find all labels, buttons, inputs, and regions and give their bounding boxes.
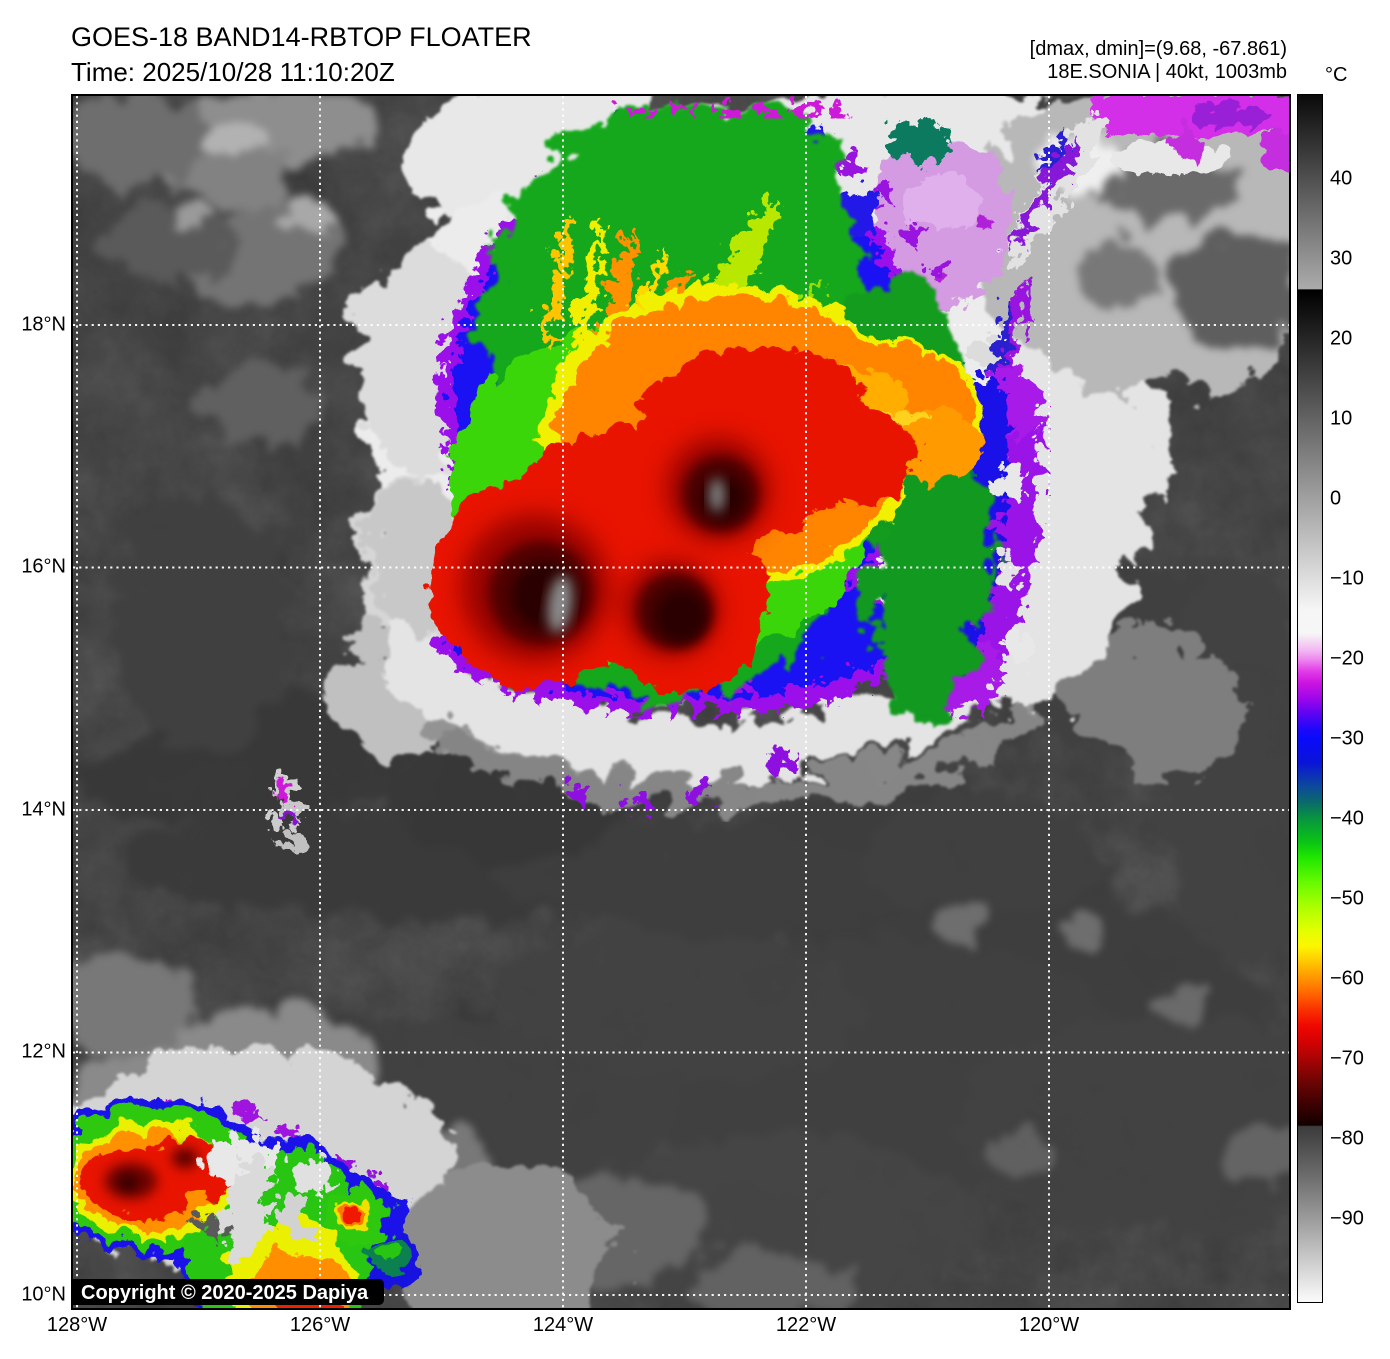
svg-text:Copyright © 2020-2025 Dapiya: Copyright © 2020-2025 Dapiya bbox=[81, 1282, 369, 1304]
